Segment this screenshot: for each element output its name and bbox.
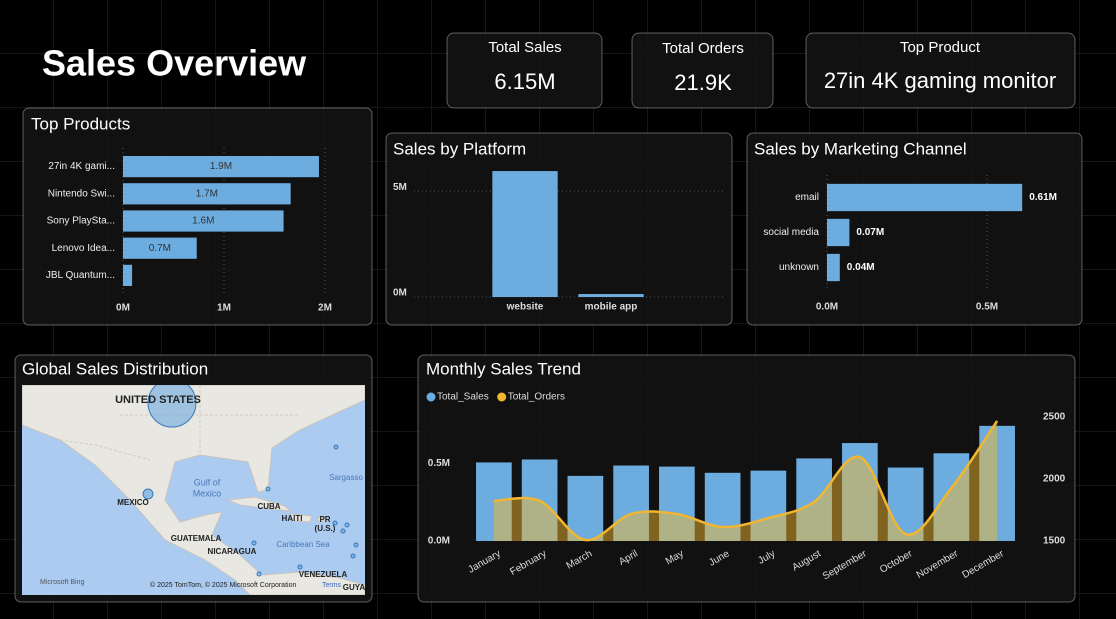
- category-label: Lenovo Idea...: [52, 243, 115, 254]
- bar: [827, 183, 1023, 212]
- legend-marker: [497, 392, 507, 402]
- map-label: GUATEMALA: [171, 534, 222, 543]
- x-tick-label: 1M: [217, 303, 231, 314]
- kpi-card: [446, 32, 603, 109]
- bar: [827, 218, 850, 247]
- x-tick-label: 2M: [318, 303, 332, 314]
- x-tick-label: 0.5M: [976, 302, 998, 313]
- y2-tick-label: 2000: [1043, 474, 1066, 485]
- kpi-value: 27in 4K gaming monitor: [824, 68, 1056, 93]
- panel: [385, 132, 733, 326]
- map-label: CUBA: [257, 502, 280, 511]
- bar: [123, 264, 133, 287]
- chart-title: Top Products: [31, 114, 130, 133]
- category-label: 27in 4K gami...: [48, 161, 115, 172]
- value-label: 0.07M: [856, 227, 884, 238]
- map-attribution: © 2025 TomTom, © 2025 Microsoft Corporat…: [150, 581, 296, 589]
- borders: [59, 385, 300, 461]
- category-label: social media: [763, 227, 819, 238]
- y2-tick-label: 2500: [1043, 412, 1066, 423]
- map-label: MEXICO: [117, 498, 149, 507]
- kpi-card: [631, 32, 774, 109]
- page-title: Sales Overview: [42, 43, 307, 84]
- map-title: Global Sales Distribution: [22, 359, 208, 378]
- category-label: unknown: [779, 262, 819, 273]
- map-label: PR: [319, 515, 330, 524]
- value-label: 0.7M: [149, 243, 171, 254]
- kpi-label: Total Orders: [662, 40, 744, 57]
- bar: [492, 171, 558, 297]
- map-label: Gulf of: [194, 477, 221, 487]
- bar: [123, 183, 291, 205]
- bubble: [142, 488, 154, 500]
- category-label: JBL Quantum...: [46, 270, 115, 281]
- y2-tick-label: 1500: [1043, 536, 1066, 547]
- value-label: 0.04M: [847, 262, 875, 273]
- legend-marker: [426, 392, 436, 402]
- value-label: 1.6M: [192, 216, 214, 227]
- y-tick-label: 5M: [393, 182, 407, 193]
- value-label: 0.61M: [1029, 192, 1057, 203]
- x-tick-label: website: [506, 302, 544, 313]
- value-label: 1.7M: [196, 188, 218, 199]
- map-label: (U.S.): [315, 524, 336, 533]
- category-label: Sony PlaySta...: [47, 216, 115, 227]
- bar: [123, 237, 197, 259]
- kpi-label: Top Product: [900, 39, 981, 56]
- x-tick-label: mobile app: [585, 302, 638, 313]
- bar: [827, 253, 840, 282]
- bar: [123, 155, 319, 178]
- chart-title: Sales by Platform: [393, 139, 526, 158]
- bubbles: [251, 444, 359, 577]
- category-label: Nintendo Swi...: [48, 188, 115, 199]
- map-label: UNITED STATES: [115, 394, 201, 406]
- category-label: email: [795, 192, 819, 203]
- y-tick-label: 0.0M: [428, 536, 450, 547]
- map-terms[interactable]: Terms: [322, 582, 342, 589]
- map-label: Caribbean Sea: [276, 540, 330, 549]
- map-logo: Microsoft Bing: [40, 579, 84, 586]
- islands: [226, 496, 327, 523]
- map-label: Sargasso: [329, 473, 363, 482]
- area: [493, 420, 998, 541]
- y-tick-label: 0M: [393, 288, 407, 299]
- bar: [123, 210, 284, 232]
- x-tick-label: 0M: [116, 303, 130, 314]
- legend-label: Total_Orders: [508, 392, 565, 403]
- map-label: VENEZUELA: [299, 570, 348, 579]
- line: [493, 420, 999, 542]
- kpi-value: 21.9K: [674, 70, 732, 95]
- bubble: [147, 385, 197, 428]
- kpi-value: 6.15M: [494, 69, 555, 94]
- legend-label: Total_Sales: [437, 392, 489, 403]
- chart-title: Sales by Marketing Channel: [754, 139, 967, 158]
- x-tick-label: 0.0M: [816, 302, 838, 313]
- map-label: GUYA: [343, 583, 366, 592]
- bar: [578, 294, 644, 297]
- land: [22, 385, 365, 595]
- chart-title: Monthly Sales Trend: [426, 359, 581, 378]
- bar: [567, 475, 604, 541]
- map-label: HAITI: [282, 514, 303, 523]
- value-label: 1.9M: [210, 161, 232, 172]
- kpi-card: [805, 32, 1076, 109]
- map: [22, 385, 365, 595]
- kpi-label: Total Sales: [488, 39, 561, 56]
- map-label: NICARAGUA: [208, 547, 257, 556]
- y-tick-label: 0.5M: [428, 458, 450, 469]
- map-label: Mexico: [193, 488, 222, 498]
